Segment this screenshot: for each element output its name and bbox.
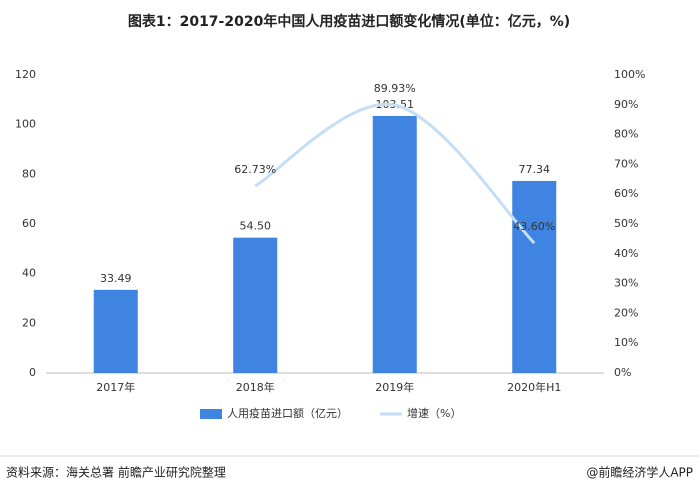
bar — [93, 289, 138, 373]
y-tick-label: 40 — [22, 267, 36, 280]
line-value-label: 43.60% — [513, 220, 555, 233]
y2-tick-label: 80% — [614, 128, 638, 141]
y-tick-label: 100 — [15, 118, 36, 131]
y2-tick-label: 20% — [614, 306, 638, 319]
y2-tick-label: 40% — [614, 247, 638, 260]
y2-tick-label: 90% — [614, 98, 638, 111]
bar — [233, 237, 278, 373]
bar-value-label: 33.49 — [100, 272, 132, 285]
y2-tick-label: 30% — [614, 277, 638, 290]
legend-label: 增速（%） — [407, 406, 461, 420]
y-tick-label: 80 — [22, 167, 36, 180]
x-tick-label: 2019年 — [375, 380, 414, 394]
source: 资料来源：海关总署 前瞻产业研究院整理 — [6, 465, 226, 480]
x-tick-label: 2017年 — [96, 380, 135, 394]
y-tick-label: 20 — [22, 316, 36, 329]
y2-tick-label: 100% — [614, 68, 645, 81]
legend-label: 人用疫苗进口额（亿元） — [227, 406, 348, 420]
y2-tick-label: 70% — [614, 157, 638, 170]
line-value-label: 62.73% — [234, 163, 276, 176]
chart-title: 图表1：2017-2020年中国人用疫苗进口额变化情况(单位：亿元，%) — [128, 13, 570, 30]
y2-tick-label: 10% — [614, 336, 638, 349]
bar — [512, 180, 557, 373]
x-tick-label: 2018年 — [236, 380, 275, 394]
line-value-label: 89.93% — [374, 82, 416, 95]
bar-value-label: 54.50 — [240, 220, 272, 233]
y-tick-label: 0 — [29, 366, 36, 379]
x-tick-label: 2020年H1 — [507, 380, 561, 394]
line — [254, 102, 536, 245]
y-tick-label: 120 — [15, 68, 36, 81]
bar-value-label: 77.34 — [519, 163, 551, 176]
y2-tick-label: 0% — [614, 366, 631, 379]
credit: @前瞻经济学人APP — [586, 465, 693, 480]
y-tick-label: 60 — [22, 217, 36, 230]
bar — [372, 115, 417, 373]
y2-tick-label: 60% — [614, 187, 638, 200]
legend-swatch — [200, 409, 222, 419]
y2-tick-label: 50% — [614, 217, 638, 230]
